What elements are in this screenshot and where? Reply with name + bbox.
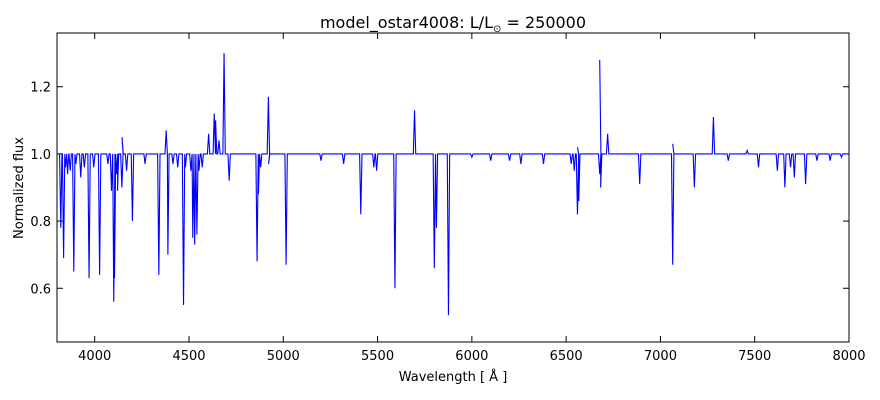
chart-title-main: model_ostar4008: L/L: [320, 13, 493, 33]
x-tick-label: 7500: [738, 349, 771, 364]
chart-title: model_ostar4008: L/L⊙ = 250000: [320, 13, 586, 35]
x-tick-label: 5500: [361, 349, 394, 364]
y-tick-label: 0.8: [30, 215, 51, 230]
y-tick-label: 1.2: [30, 81, 51, 96]
axis-tick-labels: 4000 4500 5000 5500 6000 6500 7000 7500 8000 0.6 0…: [30, 81, 865, 364]
chart-title-subscript: ⊙: [493, 24, 501, 35]
x-axis-label: Wavelength [ Å ]: [399, 369, 508, 385]
y-axis-label: Normalized flux: [12, 137, 27, 239]
x-tick-label: 4500: [172, 349, 205, 364]
spectrum-series-line: [57, 53, 849, 316]
x-tick-label: 4000: [78, 349, 111, 364]
x-tick-label: 6500: [550, 349, 583, 364]
axis-ticks: [57, 33, 850, 342]
y-tick-label: 1.0: [30, 148, 51, 163]
x-tick-label: 7000: [644, 349, 677, 364]
plot-area-frame: [56, 32, 850, 343]
chart-title-suffix: = 250000: [501, 13, 586, 32]
x-tick-label: 5000: [267, 349, 300, 364]
y-tick-label: 0.6: [30, 282, 51, 297]
x-tick-label: 6000: [455, 349, 488, 364]
x-tick-label: 8000: [832, 349, 865, 364]
